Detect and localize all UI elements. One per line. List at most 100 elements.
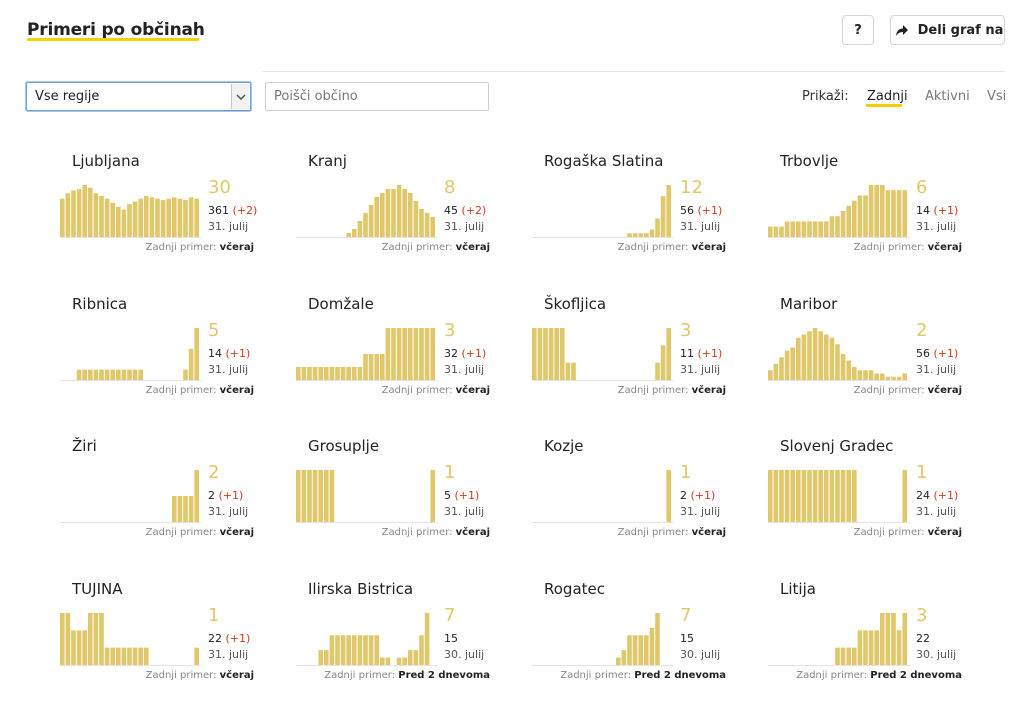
chart-bar xyxy=(138,369,143,380)
chart-bar xyxy=(790,347,795,380)
municipality-card[interactable]: Ljubljana 30 361 (+2) 31. julij Zadnji prime… xyxy=(60,152,296,282)
municipality-card[interactable]: Rogaška Slatina 12 56 (+1) 31. julij Zadnji … xyxy=(532,152,768,282)
municipality-card[interactable]: Kozje 1 2 (+1) 31. julij Zadnji primer: včer… xyxy=(532,437,768,567)
chart-bar xyxy=(773,363,779,380)
chart-bar xyxy=(110,369,115,380)
municipality-card[interactable]: Žiri 2 2 (+1) 31. julij Zadnji primer: včera… xyxy=(60,437,296,567)
municipality-card[interactable]: Kranj 8 45 (+2) 31. julij Zadnji primer: vče… xyxy=(296,152,532,282)
municipality-card[interactable]: Ribnica 5 14 (+1) 31. julij Zadnji primer: v… xyxy=(60,295,296,425)
total-count: 22 xyxy=(916,632,930,645)
chart-bar xyxy=(430,217,435,237)
municipality-card[interactable]: Ilirska Bistrica 7 15 30. julij Zadnji prime… xyxy=(296,580,532,703)
help-button[interactable]: ? xyxy=(842,15,874,45)
chart-bar xyxy=(773,470,779,522)
chart-bar xyxy=(329,635,335,665)
chart-bar xyxy=(188,197,194,237)
chart-bar xyxy=(60,198,65,237)
date-label: 31. julij xyxy=(444,220,485,233)
municipality-card[interactable]: Trbovlje 6 14 (+1) 31. julij Zadnji primer: … xyxy=(768,152,1004,282)
total-value: 15 xyxy=(444,632,458,645)
chart-bar xyxy=(891,613,896,665)
tab-vsi[interactable]: Vsi xyxy=(987,89,1007,104)
chart-bar xyxy=(840,211,846,237)
share-button[interactable]: Deli graf na xyxy=(890,15,1005,45)
municipality-card[interactable]: TUJINA 1 22 (+1) 31. julij Zadnji primer: vč… xyxy=(60,580,296,703)
chart-bar xyxy=(127,647,132,665)
municipality-card[interactable]: Maribor 2 56 (+1) 31. julij Zadnji primer: v… xyxy=(768,295,1004,425)
date-label: 31. julij xyxy=(916,220,957,233)
chart-bar xyxy=(857,630,863,665)
municipality-card[interactable]: Grosuplje 1 5 (+1) 31. julij Zadnji primer: … xyxy=(296,437,532,567)
last-case: Zadnji primer: Pred 2 dnevoma xyxy=(796,670,962,681)
chart-bar xyxy=(144,195,149,237)
municipality-card[interactable]: Škofljica 3 11 (+1) 31. julij Zadnji primer:… xyxy=(532,295,768,425)
last-case-value: včeraj xyxy=(219,527,254,538)
sparkline-chart xyxy=(296,613,438,666)
chart-bar xyxy=(138,647,143,665)
municipality-name: Škofljica xyxy=(544,295,607,313)
total-count: 22 (+1) xyxy=(208,632,250,645)
latest-count: 7 xyxy=(444,605,456,626)
chart-bar xyxy=(807,331,812,380)
chart-bar xyxy=(666,328,671,380)
chart-bar xyxy=(824,334,829,380)
chart-bar xyxy=(846,360,851,380)
chart-bar xyxy=(644,635,649,665)
region-select[interactable]: Vse regije xyxy=(26,82,251,111)
chart-bar xyxy=(666,185,671,237)
municipality-card[interactable]: Litija 3 22 30. julij Zadnji primer: Pred 2 … xyxy=(768,580,1004,703)
last-case: Zadnji primer: včeraj xyxy=(854,385,962,396)
municipality-name: Grosuplje xyxy=(308,437,380,455)
chart-bar xyxy=(368,354,374,380)
total-count: 24 (+1) xyxy=(916,489,958,502)
latest-count: 2 xyxy=(916,320,928,341)
chart-bar xyxy=(116,647,121,665)
chart-bar xyxy=(65,193,71,237)
chart-bar xyxy=(385,657,391,665)
chart-bar xyxy=(424,213,430,237)
last-case-value: včeraj xyxy=(691,385,726,396)
chart-bar xyxy=(363,354,368,380)
tab-aktivni[interactable]: Aktivni xyxy=(925,89,970,104)
delta-value: (+1) xyxy=(690,489,716,502)
municipality-card[interactable]: Rogatec 7 15 30. julij Zadnji primer: Pred 2… xyxy=(532,580,768,703)
chart-bar xyxy=(779,357,784,380)
total-count: 2 (+1) xyxy=(680,489,715,502)
chart-bar xyxy=(902,613,907,665)
last-case: Zadnji primer: včeraj xyxy=(382,385,490,396)
chart-bar xyxy=(329,470,335,522)
municipality-card[interactable]: Slovenj Gradec 1 24 (+1) 31. julij Zadnji pr… xyxy=(768,437,1004,567)
sparkline-chart xyxy=(768,613,910,666)
chart-bar xyxy=(660,196,666,237)
total-value: 45 xyxy=(444,204,458,217)
chart-bar xyxy=(840,470,846,522)
chevron-down-icon[interactable] xyxy=(231,84,249,109)
chart-bar xyxy=(88,613,93,665)
chart-bar xyxy=(840,647,846,665)
chart-bar xyxy=(863,370,868,380)
sparkline-chart xyxy=(296,470,438,523)
search-input[interactable] xyxy=(265,82,489,111)
delta-value: (+1) xyxy=(225,347,251,360)
municipality-name: Ilirska Bistrica xyxy=(308,580,414,598)
region-select-value: Vse regije xyxy=(35,89,100,104)
municipality-card[interactable]: Domžale 3 32 (+1) 31. julij Zadnji primer: v… xyxy=(296,295,532,425)
last-case-value: včeraj xyxy=(927,242,962,253)
chart-bar xyxy=(307,470,312,522)
delta-value: (+1) xyxy=(454,489,480,502)
chart-bar xyxy=(402,189,407,237)
active-tab-underline xyxy=(866,104,902,107)
tab-zadnji[interactable]: Zadnji xyxy=(867,89,908,104)
date-label: 31. julij xyxy=(444,505,485,518)
chart-bar xyxy=(402,328,407,380)
sparkline-chart xyxy=(532,328,674,381)
date-label: 31. julij xyxy=(208,363,249,376)
chart-bar xyxy=(82,185,87,237)
latest-count: 1 xyxy=(208,605,220,626)
chart-bar xyxy=(104,647,110,665)
date-label: 31. julij xyxy=(208,505,249,518)
chart-bar xyxy=(807,221,812,237)
chart-bar xyxy=(644,233,649,237)
chart-bar xyxy=(116,369,121,380)
sparkline-chart xyxy=(768,185,910,238)
